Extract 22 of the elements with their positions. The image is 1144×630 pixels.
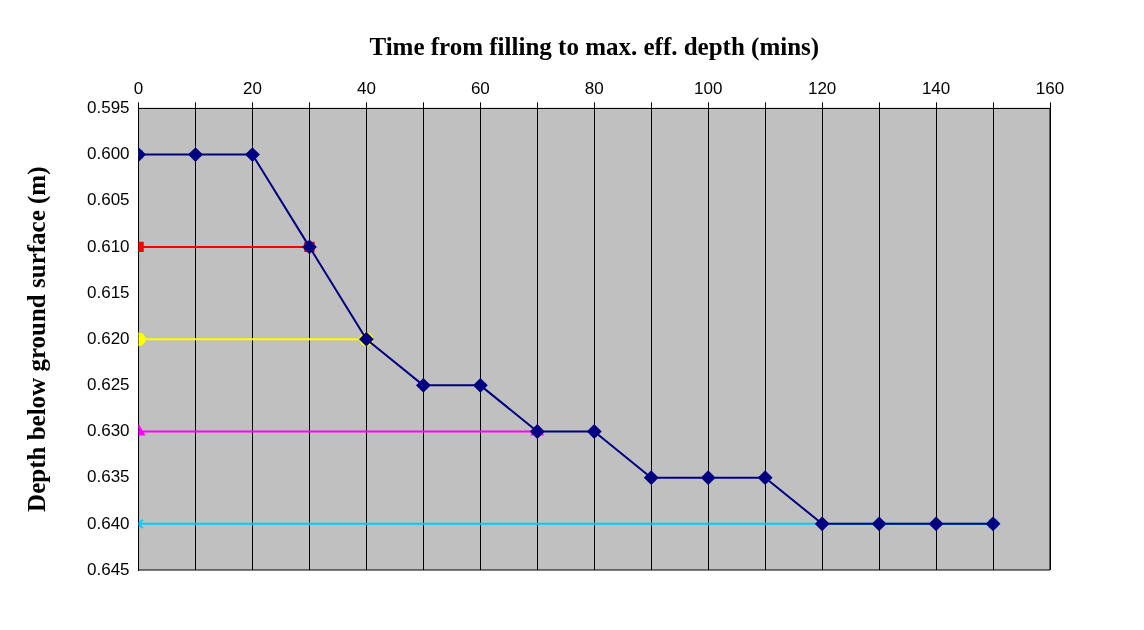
x-tick-label: 20 bbox=[243, 78, 262, 98]
x-tick-label: 40 bbox=[356, 78, 376, 98]
x-tick-label: 160 bbox=[1035, 78, 1065, 98]
y-tick-label: 0.620 bbox=[86, 328, 130, 348]
y-tick-label: 0.615 bbox=[86, 282, 130, 302]
y-tick-label: 0.605 bbox=[86, 190, 130, 210]
y-tick-label: 0.625 bbox=[86, 375, 130, 395]
x-tick-label: 0 bbox=[133, 78, 144, 98]
x-tick-label: 140 bbox=[921, 78, 951, 98]
x-axis-title: Time from filling to max. eff. depth (mins) bbox=[369, 33, 820, 62]
y-tick-label: 0.595 bbox=[86, 98, 130, 118]
y-tick-label: 0.600 bbox=[86, 144, 130, 164]
y-tick-label: 0.640 bbox=[86, 513, 130, 533]
y-tick-label: 0.610 bbox=[86, 236, 130, 256]
y-tick-label: 0.630 bbox=[86, 421, 130, 441]
y-axis-title: Depth below ground surface (m) bbox=[23, 166, 52, 512]
x-tick-label: 100 bbox=[694, 78, 723, 98]
y-tick-label: 0.635 bbox=[86, 467, 130, 487]
x-tick-label: 80 bbox=[584, 78, 604, 98]
y-tick-label: 0.645 bbox=[86, 559, 130, 579]
x-tick-label: 60 bbox=[470, 78, 490, 98]
x-tick-label: 120 bbox=[807, 78, 837, 98]
